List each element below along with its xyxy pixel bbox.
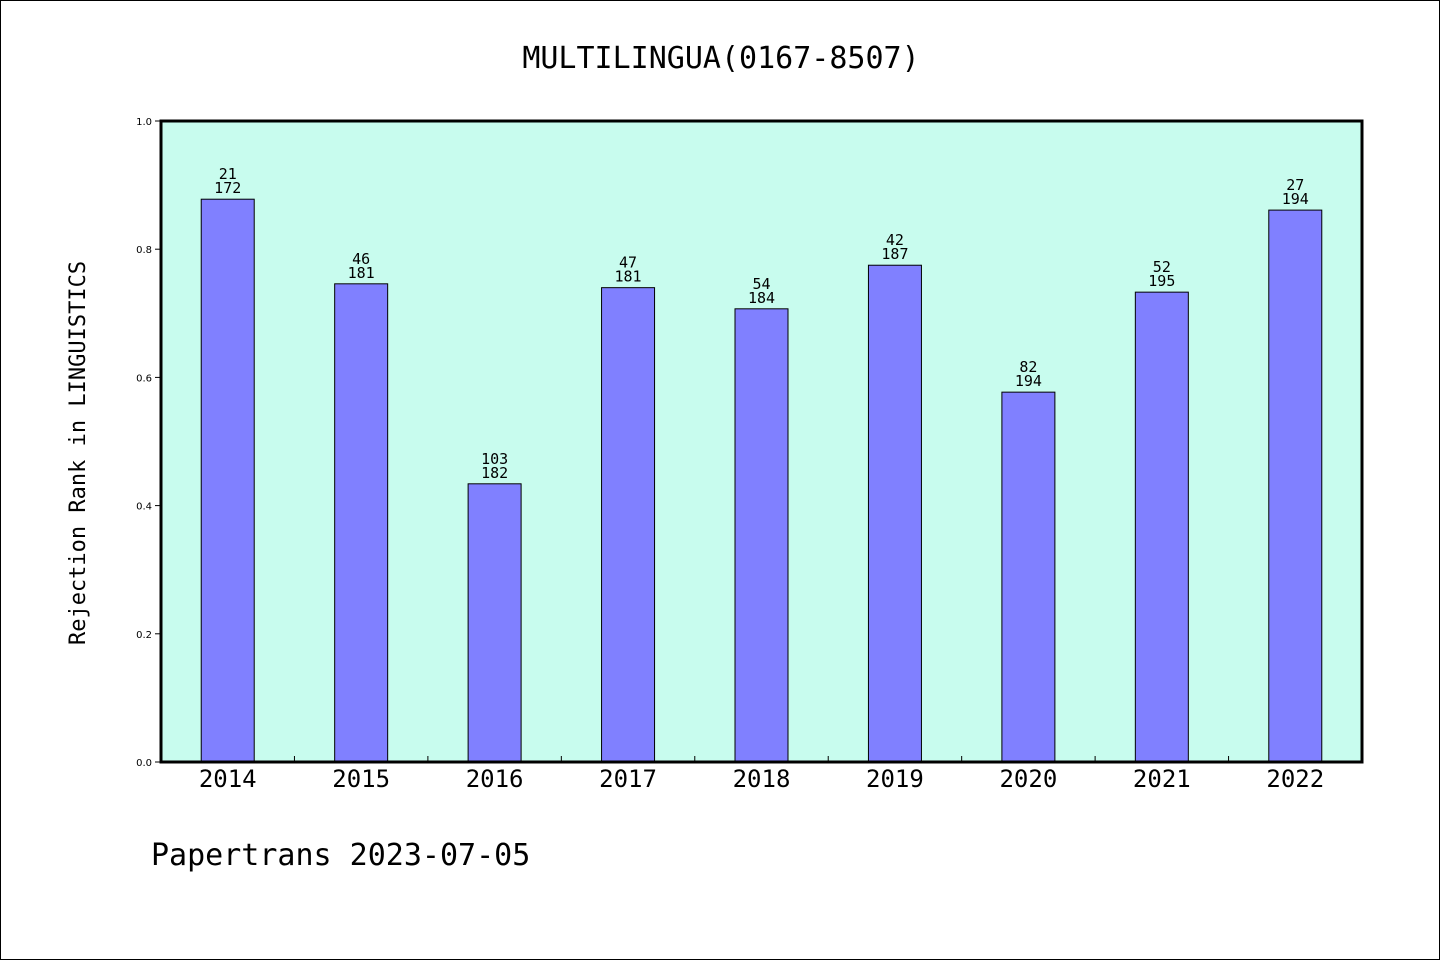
plot-border [159, 119, 1364, 764]
x-axis: 2014 2015 2016 2017 2018 2019 2020 2021 2022 [199, 756, 1324, 793]
bar-label-bottom: 194 [1282, 190, 1309, 208]
bar-2016 [467, 483, 522, 763]
x-tick-label: 2017 [599, 765, 657, 793]
y-tick-label: 0.0 [136, 758, 152, 769]
bar-label-top: 46 [352, 250, 370, 268]
bar-label-top: 42 [886, 231, 904, 249]
chart-title: MULTILINGUA(0167-8507) [522, 41, 919, 76]
bar-2021 [1134, 291, 1189, 763]
x-tick-label: 2022 [1266, 765, 1324, 793]
bar-2019 [867, 264, 922, 763]
footer-text: Papertrans 2023-07-05 [151, 838, 530, 873]
x-tick-label: 2018 [733, 765, 791, 793]
bar-label-top: 47 [619, 254, 637, 272]
bar-label-top: 82 [1019, 358, 1037, 376]
bar-2014 [200, 198, 255, 763]
bar-label-top: 103 [481, 450, 508, 468]
y-tick-label: 0.8 [136, 245, 152, 256]
bar-label-bottom: 195 [1148, 272, 1175, 290]
bar-label-top: 21 [219, 165, 237, 183]
y-tick-label: 0.2 [136, 630, 152, 641]
bar-label-top: 52 [1153, 258, 1171, 276]
bar-label-bottom: 181 [348, 264, 375, 282]
y-tick-label: 0.4 [136, 502, 152, 513]
bar-2018 [734, 308, 789, 763]
x-tick-label: 2014 [199, 765, 257, 793]
x-tick-label: 2015 [332, 765, 390, 793]
bar-label-bottom: 172 [214, 179, 241, 197]
y-tick-label: 0.6 [136, 373, 152, 384]
bar-2020 [1001, 391, 1056, 763]
y-axis: 0.0 0.2 0.4 0.6 0.8 1.0 [136, 117, 161, 769]
y-tick-label: 1.0 [136, 117, 152, 128]
y-axis-label: Rejection Rank in LINGUISTICS [66, 261, 91, 645]
x-tick-label: 2021 [1133, 765, 1191, 793]
bar-2022 [1268, 209, 1323, 763]
bar-label-bottom: 187 [881, 245, 908, 263]
bar-label-bottom: 182 [481, 464, 508, 482]
bar-label-bottom: 184 [748, 289, 775, 307]
bar-label-bottom: 194 [1015, 372, 1042, 390]
bar-2015 [334, 283, 389, 763]
bar-label-bottom: 181 [615, 268, 642, 286]
bar-2017 [601, 287, 656, 763]
bar-label-top: 54 [752, 275, 770, 293]
x-tick-label: 2016 [466, 765, 524, 793]
x-tick-label: 2019 [866, 765, 924, 793]
x-tick-label: 2020 [999, 765, 1057, 793]
bar-label-top: 27 [1286, 176, 1304, 194]
